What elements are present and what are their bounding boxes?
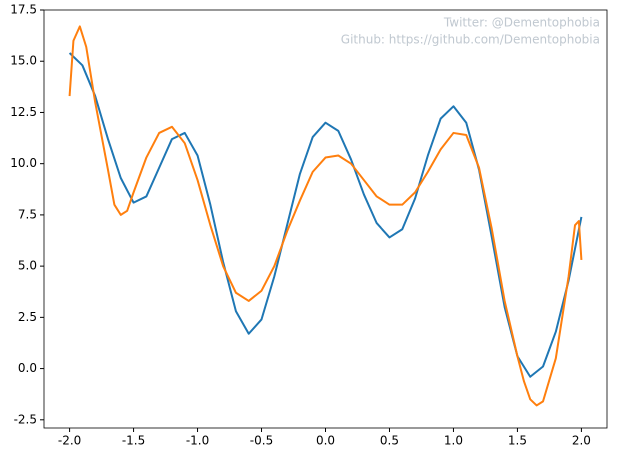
x-tick-label: -1.5 bbox=[122, 434, 145, 448]
y-tick-label: 12.5 bbox=[10, 105, 37, 119]
x-tick-label: -2.0 bbox=[58, 434, 81, 448]
y-tick-label: -2.5 bbox=[14, 412, 37, 426]
annotation: Github: https://github.com/Dementophobia bbox=[341, 33, 600, 47]
y-tick-label: 15.0 bbox=[10, 54, 37, 68]
y-tick-label: 7.5 bbox=[18, 207, 37, 221]
plot-frame bbox=[43, 9, 608, 429]
line bbox=[68, 25, 583, 407]
y-tick-label: 0.0 bbox=[18, 361, 37, 375]
y-tick-label: 2.5 bbox=[18, 310, 37, 324]
y-tick-label: 17.5 bbox=[10, 3, 37, 17]
x-tick-label: 0.5 bbox=[380, 434, 399, 448]
line bbox=[68, 52, 583, 378]
x-tick-label: 1.0 bbox=[444, 434, 463, 448]
y-tick-label: 10.0 bbox=[10, 156, 37, 170]
annotation: Twitter: @Dementophobia bbox=[443, 16, 600, 30]
x-tick-label: 2.0 bbox=[572, 434, 591, 448]
x-tick-label: -0.5 bbox=[250, 434, 273, 448]
x-tick-label: -1.0 bbox=[186, 434, 209, 448]
y-tick-label: 5.0 bbox=[18, 259, 37, 273]
x-tick-label: 1.5 bbox=[508, 434, 527, 448]
x-tick-label: 0.0 bbox=[316, 434, 335, 448]
